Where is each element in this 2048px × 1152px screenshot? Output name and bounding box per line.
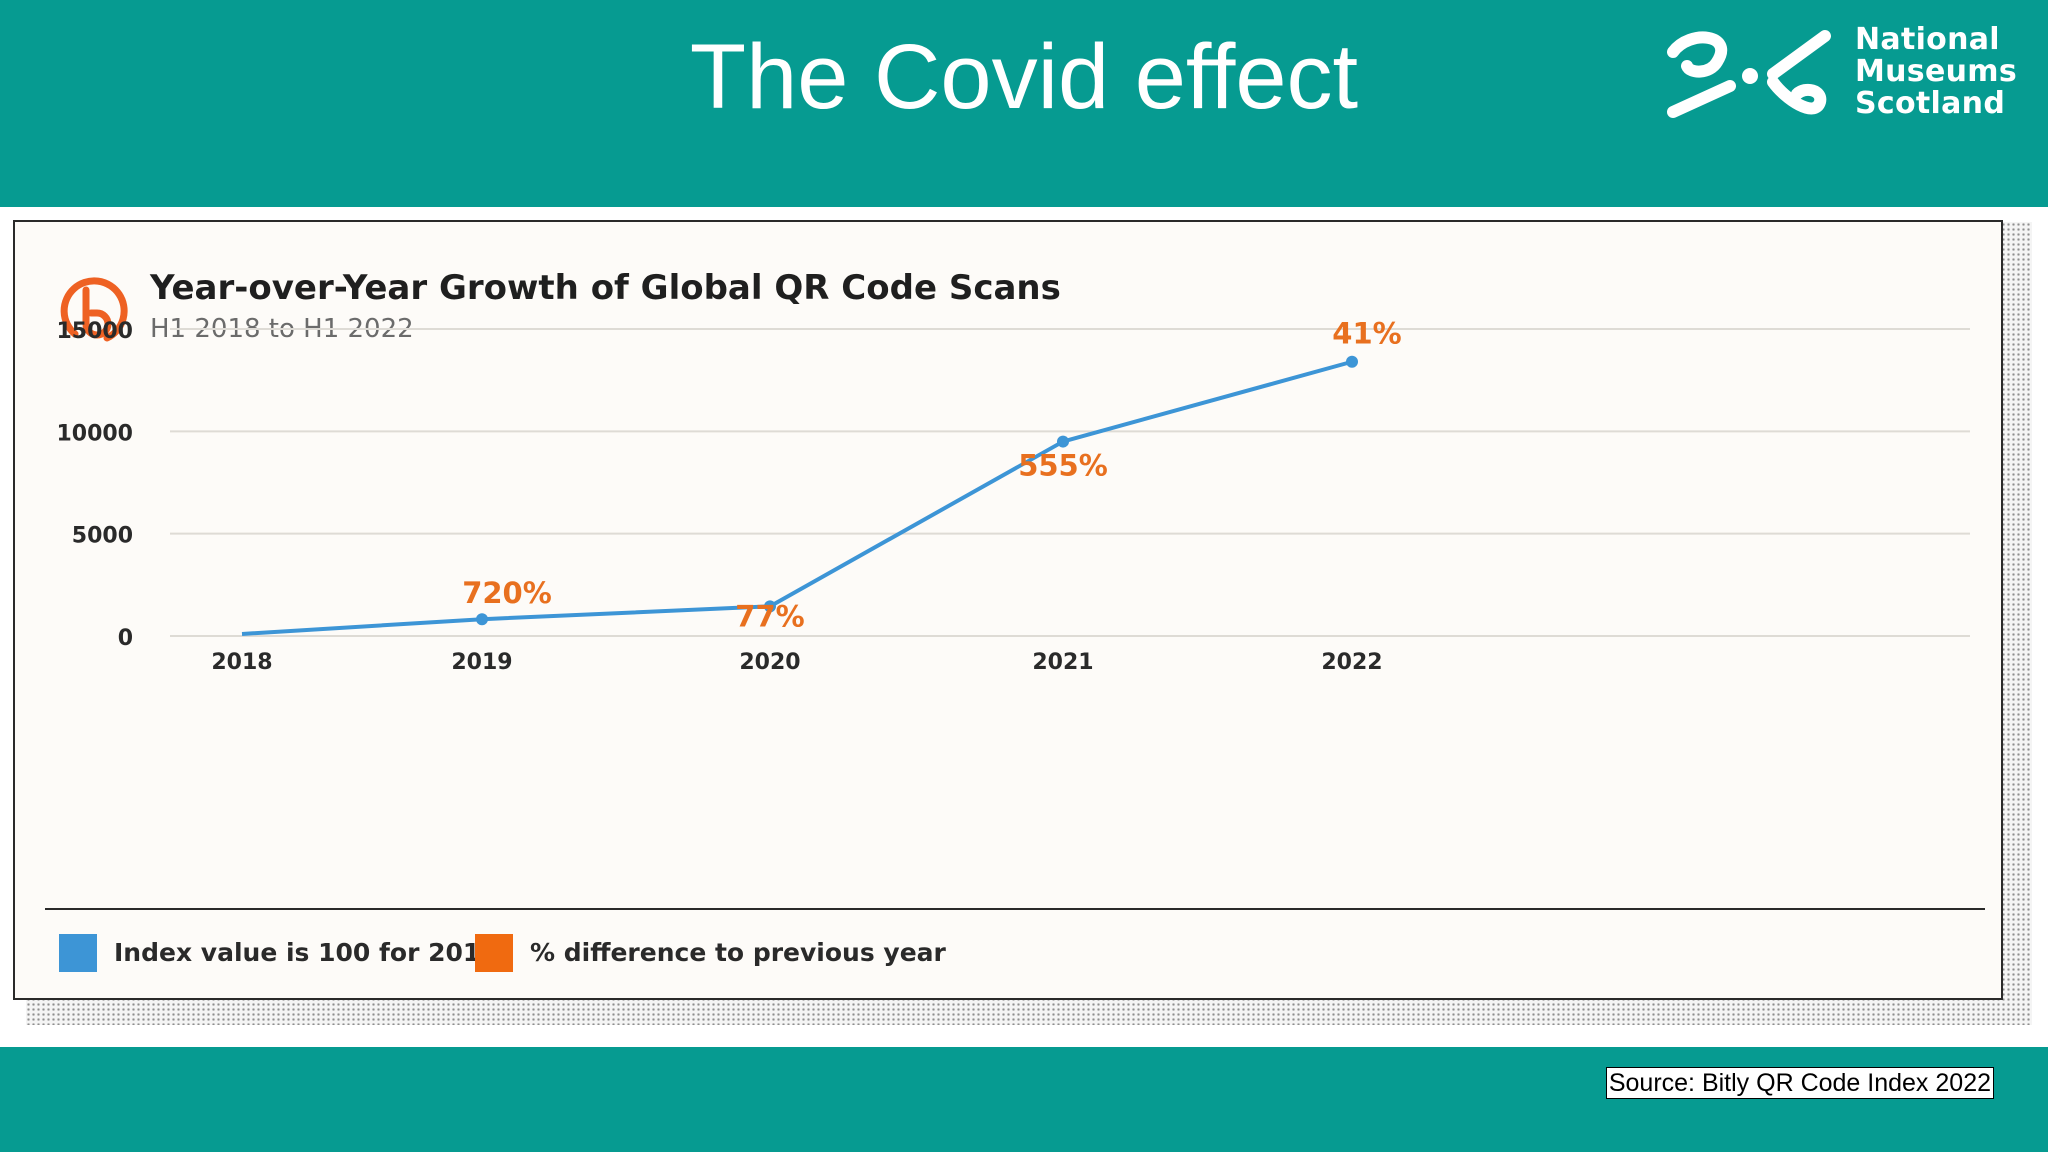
percent-change-label: 41%	[1332, 317, 1401, 351]
x-tick-label: 2019	[451, 650, 512, 675]
logo-line: Scotland	[1855, 86, 2006, 121]
national-museums-scotland-logo: National Museums Scotland	[1665, 24, 2017, 128]
logo-line: Museums	[1855, 54, 2017, 89]
slide-title: The Covid effect	[689, 26, 1359, 128]
legend-swatch-blue	[59, 934, 97, 972]
legend-divider	[45, 908, 1985, 910]
logo-text: National Museums Scotland	[1855, 24, 2017, 120]
x-tick-label: 2021	[1032, 650, 1093, 675]
slide-footer: Source: Bitly QR Code Index 2022	[0, 1047, 2048, 1152]
bitly-logo-icon	[60, 277, 128, 342]
x-tick-label: 2022	[1321, 650, 1382, 675]
museum-logo-icon	[1667, 30, 1831, 118]
legend-label: % difference to previous year	[530, 938, 946, 967]
data-point	[764, 600, 776, 613]
source-citation: Source: Bitly QR Code Index 2022	[1605, 1067, 1994, 1099]
data-point	[476, 613, 488, 626]
percent-change-label: 555%	[1018, 449, 1108, 483]
line-chart: 15000 10000 5000 0 2018 2019 2020 2021 2022 720% 7…	[56, 317, 1970, 675]
y-tick-label: 5000	[72, 524, 133, 549]
series-line	[241, 359, 1353, 636]
percent-change-label: 77%	[735, 599, 804, 633]
percent-change-label: 720%	[462, 576, 552, 610]
chart-title: Year-over-Year Growth of Global QR Code …	[150, 268, 1061, 308]
chart-card: Year-over-Year Growth of Global QR Code …	[13, 220, 2003, 1000]
y-tick-label: 15000	[56, 319, 133, 344]
y-tick-label: 0	[118, 626, 133, 651]
slide-header: The Covid effect National Museums Scotla…	[0, 0, 2048, 207]
legend-label: Index value is 100 for 2018	[114, 938, 498, 967]
legend-swatch-orange	[475, 934, 513, 972]
x-tick-label: 2018	[211, 650, 272, 675]
data-point	[1057, 435, 1069, 448]
y-tick-label: 10000	[56, 421, 133, 446]
logo-line: National	[1855, 22, 2000, 57]
data-point	[1346, 355, 1358, 368]
x-tick-label: 2020	[739, 650, 800, 675]
